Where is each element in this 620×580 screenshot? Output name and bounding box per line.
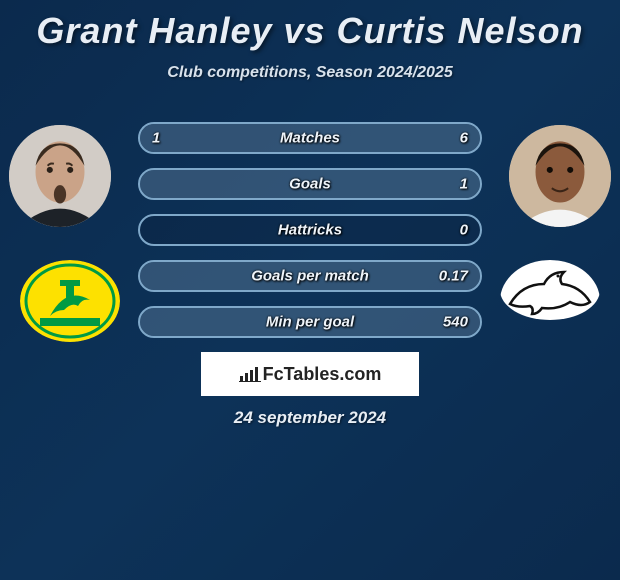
- stat-value-right: 6: [460, 130, 468, 147]
- stat-value-right: 1: [460, 176, 468, 193]
- stat-row-min-per-goal: Min per goal 540: [138, 306, 482, 338]
- page-title: Grant Hanley vs Curtis Nelson: [0, 0, 620, 52]
- stat-label: Min per goal: [140, 314, 480, 331]
- stat-row-goals-per-match: Goals per match 0.17: [138, 260, 482, 292]
- stat-row-matches: 1 Matches 6: [138, 122, 482, 154]
- branding-text: FcTables.com: [263, 364, 382, 385]
- stat-label: Goals per match: [140, 268, 480, 285]
- player-photo-left: [9, 125, 111, 227]
- stat-value-right: 0: [460, 222, 468, 239]
- player-right-silhouette-icon: [509, 125, 611, 227]
- club-logo-left: [20, 260, 120, 342]
- stat-row-goals: Goals 1: [138, 168, 482, 200]
- subtitle: Club competitions, Season 2024/2025: [0, 64, 620, 82]
- bar-chart-icon: [239, 366, 261, 382]
- stat-row-hattricks: Hattricks 0: [138, 214, 482, 246]
- stat-label: Matches: [140, 130, 480, 147]
- club-logo-right: [500, 260, 600, 342]
- stats-container: 1 Matches 6 Goals 1 Hattricks 0 Goals pe…: [138, 122, 482, 352]
- branding-box[interactable]: FcTables.com: [201, 352, 419, 396]
- player-photo-right: [509, 125, 611, 227]
- stat-label: Hattricks: [140, 222, 480, 239]
- derby-logo-icon: [500, 260, 600, 320]
- norwich-logo-icon: [20, 260, 120, 342]
- stat-label: Goals: [140, 176, 480, 193]
- stat-value-right: 0.17: [439, 268, 468, 285]
- stat-value-right: 540: [443, 314, 468, 331]
- date-label: 24 september 2024: [0, 408, 620, 428]
- player-left-silhouette-icon: [9, 125, 111, 227]
